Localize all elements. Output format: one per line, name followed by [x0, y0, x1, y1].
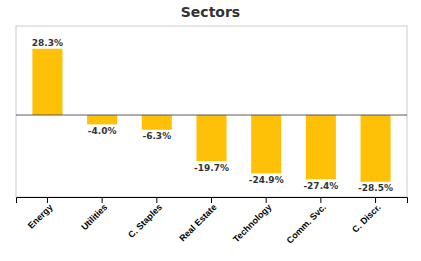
tick-label: Energy: [26, 202, 55, 231]
bar: [251, 115, 281, 173]
tick: Real Estate: [177, 197, 218, 243]
tick-label: C. Discr.: [350, 202, 383, 235]
data-label: 28.3%: [32, 38, 63, 48]
data-label: -27.4%: [303, 181, 338, 191]
tick: C. Discr.: [350, 197, 383, 235]
data-label: -19.7%: [194, 163, 229, 173]
tick-label: C. Staples: [126, 202, 164, 240]
plot: 28.3% -4.0% -6.3% -19.7% -24.9% -27.4% -28.5% E…: [16, 26, 408, 246]
bar: [196, 115, 226, 161]
tick: Energy: [26, 197, 55, 231]
axis-domain: [17, 198, 408, 204]
data-label: -6.3%: [142, 131, 171, 141]
zero-line: [16, 115, 407, 116]
tick: Utilities: [79, 197, 109, 232]
plot-frame: [16, 26, 407, 197]
data-label: -28.5%: [358, 183, 393, 193]
bar: [32, 49, 62, 115]
chart: Sectors 28.3% -4.0% -6.3% -19.7% -24.9% -27.4%…: [0, 0, 421, 261]
title: Sectors: [181, 4, 240, 20]
tick: Comm. Svc.: [285, 197, 329, 246]
tick-label: Utilities: [79, 202, 109, 232]
bar: [87, 115, 117, 124]
data-labels: 28.3% -4.0% -6.3% -19.7% -24.9% -27.4% -28.5%: [32, 38, 393, 193]
tick: C. Staples: [126, 197, 164, 240]
data-label: -4.0%: [88, 126, 117, 136]
tick-label: Comm. Svc.: [285, 202, 329, 246]
tick: Technology: [231, 197, 273, 244]
tick-label: Technology: [231, 202, 273, 244]
x-axis: Energy Utilities C. Staples Real Estate Tech…: [17, 197, 408, 246]
bar: [142, 115, 172, 130]
tick-label: Real Estate: [177, 202, 218, 243]
bar: [306, 115, 336, 179]
data-label: -24.9%: [249, 175, 284, 185]
bar: [361, 115, 391, 182]
